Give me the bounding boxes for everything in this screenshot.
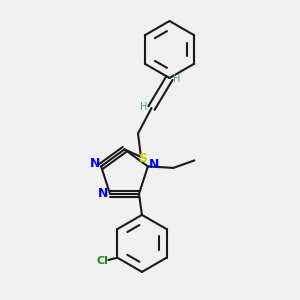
Text: H: H [173,74,181,85]
Text: Cl: Cl [97,256,109,266]
Text: H: H [140,101,148,112]
Text: N: N [90,157,100,170]
Text: S: S [138,152,147,165]
Text: N: N [149,158,160,171]
Text: N: N [98,188,109,200]
